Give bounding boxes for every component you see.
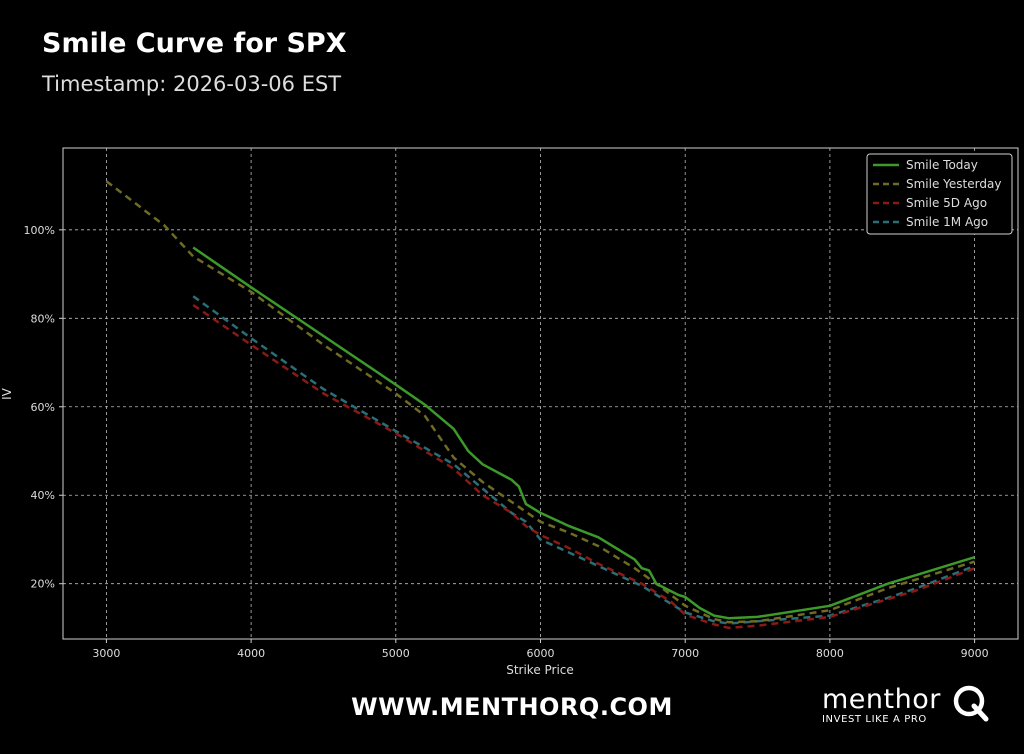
series-line-smile-5d-ago [192,303,976,630]
footer-url[interactable]: WWW.MENTHORQ.COM [351,693,673,721]
x-axis-label: Strike Price [506,663,574,677]
legend-label: Smile Today [906,158,978,172]
x-tick-label: 3000 [92,647,120,660]
x-tick-label: 4000 [237,647,265,660]
y-tick-label: 100% [24,224,55,237]
series-line-smile-yesterday [105,180,975,624]
series-line-smile-1m-ago [192,295,976,625]
series-line-smile-today [192,246,975,620]
x-tick-label: 7000 [671,647,699,660]
chart-title: Smile Curve for SPX [42,28,347,59]
x-tick-label: 8000 [816,647,844,660]
y-axis-label: IV [0,387,14,400]
chart-subtitle: Timestamp: 2026-03-06 EST [42,72,342,96]
x-tick-label: 6000 [527,647,555,660]
legend-label: Smile Yesterday [906,177,1001,191]
x-tick-label: 9000 [961,647,989,660]
logo-tagline: INVEST LIKE A PRO [822,714,927,725]
legend: Smile Today Smile Yesterday Smile 5D Ago Sm… [866,153,1013,235]
q-icon [953,685,989,722]
y-tick-label: 80% [31,312,55,325]
x-tick-label: 5000 [382,647,410,660]
logo-word: menthor [822,684,941,715]
y-tick-label: 40% [31,489,55,502]
y-tick-label: 20% [31,578,55,591]
legend-label: Smile 5D Ago [906,196,987,210]
menthorq-logo: menthor INVEST LIKE A PRO [822,684,992,728]
legend-label: Smile 1M Ago [906,215,988,229]
y-tick-label: 60% [31,401,55,414]
legend-box [866,153,1013,235]
